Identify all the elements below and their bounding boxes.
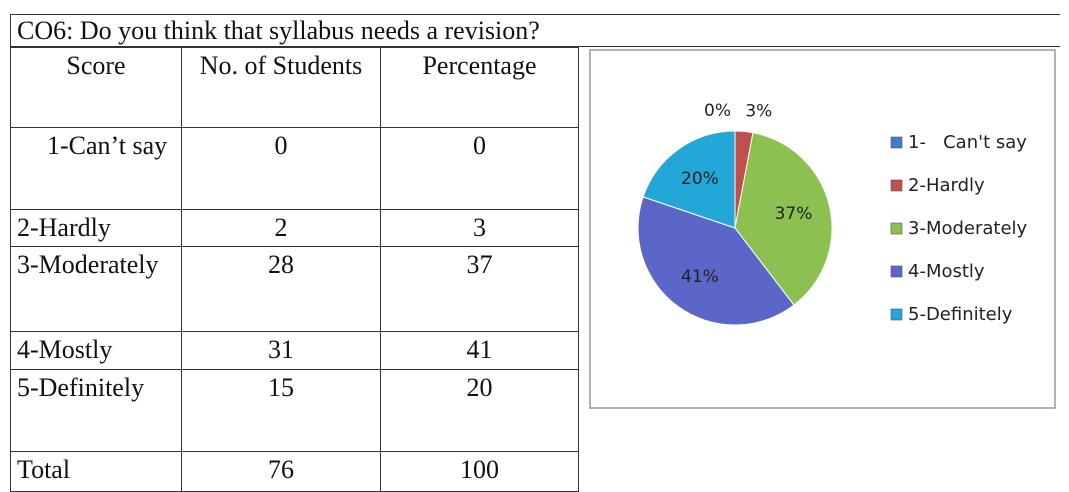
title: CO6: Do you think that syllabus needs a … bbox=[10, 14, 1060, 47]
table-cell: 37 bbox=[380, 246, 579, 332]
pie-slice bbox=[642, 130, 736, 229]
table-cell: 28 bbox=[181, 246, 381, 332]
table-cell: 20 bbox=[380, 369, 579, 452]
legend-label: 2-Hardly bbox=[908, 175, 985, 196]
pie-label: 37% bbox=[775, 204, 813, 224]
pie-label: 0% bbox=[704, 101, 731, 121]
table-row: 1-Can’t say 0 0 bbox=[10, 127, 579, 210]
table-row: 5-Definitely 15 20 bbox=[10, 369, 579, 452]
legend-swatch bbox=[890, 265, 903, 278]
table-cell: 0 bbox=[380, 127, 579, 210]
legend-label: 1- Can't say bbox=[908, 132, 1027, 153]
table-cell: 3-Moderately bbox=[10, 246, 182, 332]
header-cell: Score bbox=[10, 47, 182, 128]
legend-label: 5-Definitely bbox=[908, 304, 1013, 325]
header-cell: No. of Students bbox=[181, 47, 381, 128]
table-cell: 0 bbox=[181, 127, 381, 210]
table-cell: 1-Can’t say bbox=[10, 127, 182, 210]
legend-label: 3-Moderately bbox=[908, 218, 1028, 239]
table-row: 3-Moderately 28 37 bbox=[10, 246, 579, 332]
legend-swatch bbox=[890, 179, 903, 192]
legend-swatch bbox=[890, 308, 903, 321]
header-row: Score No. of Students Percentage bbox=[10, 47, 579, 128]
pie-slice bbox=[637, 196, 795, 326]
table-cell: 2-Hardly bbox=[10, 209, 182, 247]
header-cell: Percentage bbox=[380, 47, 579, 128]
pie-label: 20% bbox=[681, 169, 719, 189]
table-row: 2-Hardly 2 3 bbox=[10, 209, 579, 247]
pie-label: 41% bbox=[681, 267, 719, 287]
legend-swatch bbox=[890, 136, 903, 149]
legend-label: 4-Mostly bbox=[908, 261, 985, 282]
legend-swatch bbox=[890, 222, 903, 235]
pie-slice bbox=[734, 132, 833, 306]
pie-label: 3% bbox=[745, 101, 772, 121]
table-cell: 15 bbox=[181, 369, 381, 452]
